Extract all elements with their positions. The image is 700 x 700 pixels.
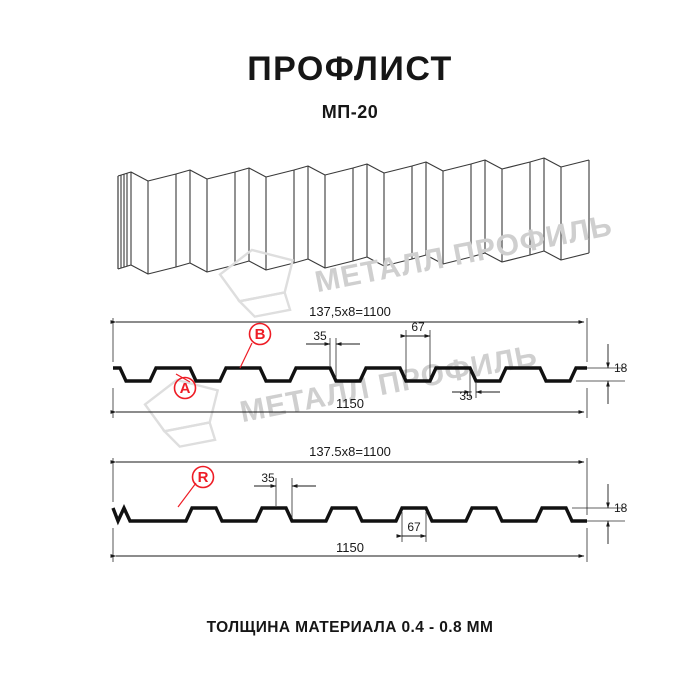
dim-bottom-height: 18 (572, 484, 628, 544)
dim-bottom-67: 67 (396, 512, 427, 542)
callout-b-circle (248, 322, 272, 346)
material-thickness-note: ТОЛЩИНА МАТЕРИАЛА 0.4 - 0.8 ММ (206, 619, 494, 636)
callout-b-label: B (255, 326, 266, 343)
dim-label-top-pitch: 137,5x8=1100 (309, 304, 391, 319)
profile-bottom: 137.5x8=1100 1150 35 67 (110, 444, 628, 562)
page-subtitle: МП-20 (321, 102, 379, 122)
dim-label-bottom-height: 18 (614, 501, 628, 515)
dim-label-bottom-overall: 1150 (336, 540, 364, 555)
dim-label-top-overall: 1150 (336, 396, 364, 411)
dim-label-top-35-lower: 35 (459, 389, 473, 403)
dim-top-35-upper: 35 (306, 329, 360, 378)
dim-label-bottom-pitch: 137.5x8=1100 (309, 444, 391, 459)
callout-a: A (173, 373, 197, 400)
callout-r: R (177, 465, 215, 508)
profile-top-extension-lines (112, 318, 588, 418)
callout-a-label: A (180, 380, 191, 397)
profile-bottom-section (111, 503, 587, 526)
profile-top: 137,5x8=1100 1150 35 67 (110, 304, 628, 418)
dim-bottom-35: 35 (254, 471, 316, 518)
dim-label-top-67: 67 (411, 320, 425, 334)
profile-top-section (113, 366, 587, 383)
dim-label-bottom-67: 67 (407, 520, 421, 534)
callout-r-circle (191, 465, 215, 489)
dim-top-67: 67 (400, 320, 431, 378)
dim-label-bottom-35: 35 (261, 471, 275, 485)
callout-a-circle (173, 376, 197, 400)
dim-label-top-35-upper: 35 (313, 329, 327, 343)
callout-b: B (239, 322, 272, 369)
page-title: ПРОФЛИСТ (247, 50, 453, 88)
callout-r-label: R (198, 469, 209, 486)
dim-top-height: 18 (576, 344, 628, 404)
dim-top-35-lower: 35 (452, 370, 500, 403)
dim-label-top-height: 18 (614, 361, 628, 375)
